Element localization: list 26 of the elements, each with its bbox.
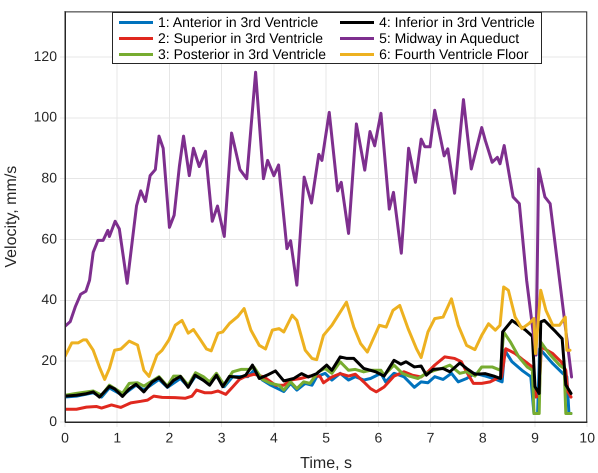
x-tick-label: 1 xyxy=(113,429,122,446)
y-axis-title: Velocity, mm/s xyxy=(3,166,20,268)
x-tick-label: 2 xyxy=(166,429,174,446)
legend-label: 2: Superior in 3rd Ventricle xyxy=(158,30,323,46)
legend-label: 5: Midway in Aqueduct xyxy=(379,30,520,46)
legend-label: 3: Posterior in 3rd Ventricle xyxy=(158,46,326,62)
y-tick-label: 100 xyxy=(34,108,58,125)
y-tick-label: 120 xyxy=(34,48,58,64)
x-tick-label: 6 xyxy=(374,429,382,446)
x-tick-label: 8 xyxy=(478,429,487,446)
x-tick-label: 7 xyxy=(426,429,435,446)
legend-label: 6: Fourth Ventricle Floor xyxy=(379,46,528,62)
x-tick-label: 3 xyxy=(218,429,226,446)
x-axis-title: Time, s xyxy=(300,454,352,472)
x-tick-label: 0 xyxy=(61,429,70,446)
y-tick-label: 80 xyxy=(41,170,58,186)
y-tick-label: 20 xyxy=(41,352,58,368)
x-tick-label: 10 xyxy=(579,429,596,446)
y-tick-label: 40 xyxy=(41,291,58,308)
x-tick-label: 5 xyxy=(322,429,330,446)
x-tick-label: 9 xyxy=(531,429,540,446)
x-tick-label: 4 xyxy=(270,429,278,446)
y-tick-label: 60 xyxy=(41,230,58,246)
y-tick-label: 0 xyxy=(49,412,58,429)
legend-label: 1: Anterior in 3rd Ventricle xyxy=(158,14,318,30)
legend-label: 4: Inferior in 3rd Ventricle xyxy=(379,14,535,30)
